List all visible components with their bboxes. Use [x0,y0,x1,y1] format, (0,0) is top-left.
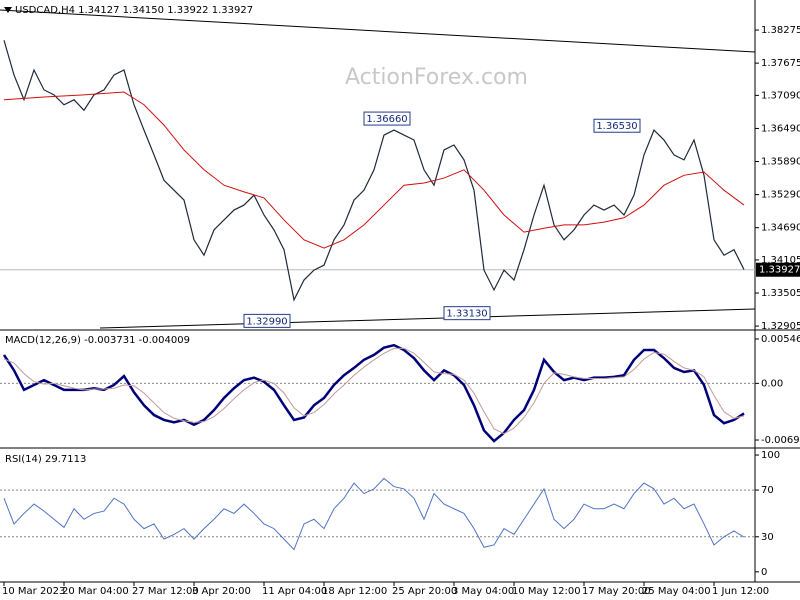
x-tick-label: 18 Apr 12:00 [322,586,387,597]
panel: 0.005463 0.00 -0.006974 MACD(12,26,9) -0.00… [0,334,800,446]
x-tick-label: 25 Apr 20:00 [392,586,457,597]
x-tick-label: 3 Apr 20:00 [192,586,251,597]
trend-line [0,9,756,53]
panel: ActionForex.com 1.38275 1.37675 1.37090 1.36… [0,5,800,597]
y-tick-label: 1.32905 [761,321,800,332]
series-line [3,477,745,551]
x-tick-label: 10 May 12:00 [512,586,581,597]
y-tick-label: 70 [761,485,774,496]
panel-header: USDCAD,H4 1.34127 1.34150 1.33922 1.3392… [15,5,253,16]
annotation-box [363,111,411,126]
series-line [3,40,745,302]
y-tick-label: 1.36490 [761,123,800,134]
symbol-icon [4,7,12,13]
y-tick-label: 1.35890 [761,157,800,168]
y-tick-label: 30 [761,532,774,543]
annotation-label: 1.36660 [366,114,407,125]
x-tick-label: 17 May 20:00 [582,586,651,597]
y-tick-label: 0 [761,567,767,578]
trend-line [99,308,756,329]
y-tick-label: 1.34105 [761,255,800,266]
price-annotation: 1.33130 [443,306,491,321]
last-price-label: 1.33927 [759,265,800,276]
x-tick-label: 20 Mar 04:00 [62,586,129,597]
panel: 100 70 30 0 RSI(14) 29.7113 [0,450,780,578]
panel-header: RSI(14) 29.7113 [5,454,86,465]
y-tick-label: -0.006974 [761,435,800,446]
annotation-box [593,118,641,133]
y-tick-label: 1.37675 [761,58,800,69]
x-tick-label: 25 May 04:00 [642,586,711,597]
series-line [2,343,745,443]
y-tick-label: 1.34690 [761,223,800,234]
annotation-label: 1.36530 [596,121,637,132]
y-tick-label: 0.005463 [761,334,800,345]
y-tick-label: 1.37090 [761,90,800,101]
x-tick-label: 11 Apr 04:00 [262,586,327,597]
y-tick-label: 1.33505 [761,288,800,299]
annotation-label: 1.33130 [446,309,487,320]
price-annotation: 1.36530 [593,118,641,133]
annotation-box [243,313,291,328]
last-price-box [756,262,800,277]
series-line [3,347,745,435]
x-tick-label: 10 Mar 2023 [2,586,65,597]
x-tick-label: 27 Mar 12:00 [132,586,199,597]
panel-header: MACD(12,26,9) -0.003731 -0.004009 [5,335,190,346]
x-tick-label: 3 May 04:00 [452,586,514,597]
price-annotation: 1.36660 [363,111,411,126]
annotation-box [443,306,491,321]
y-tick-label: 0.00 [761,378,783,389]
price-annotation: 1.32990 [243,313,291,328]
y-tick-label: 100 [761,450,780,461]
y-tick-label: 1.35290 [761,190,800,201]
watermark: ActionForex.com [345,65,528,90]
x-tick-label: 1 Jun 12:00 [712,586,769,597]
series-line [3,91,745,249]
y-tick-label: 1.38275 [761,25,800,36]
annotation-label: 1.32990 [246,316,287,327]
